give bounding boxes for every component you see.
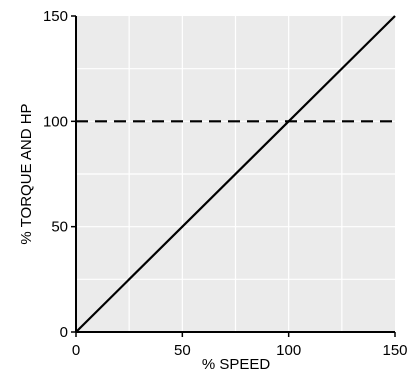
y-tick-label: 50 [51, 219, 68, 236]
x-tick-label: 0 [72, 342, 80, 359]
y-tick-label: 100 [43, 113, 68, 130]
y-axis-title: % TORQUE AND HP [18, 103, 35, 244]
x-tick-label: 150 [382, 342, 407, 359]
y-tick-label: 150 [43, 8, 68, 25]
series-line-solid [75, 15, 396, 333]
series-layer [75, 15, 396, 333]
tick-labels: 0 50 100 150 0 50 100 150 [43, 8, 408, 359]
x-tick-label: 100 [276, 342, 301, 359]
x-tick-label: 50 [174, 342, 191, 359]
y-tick-label: 0 [60, 324, 68, 341]
x-axis-title: % SPEED [202, 356, 271, 373]
ticks [71, 15, 396, 337]
